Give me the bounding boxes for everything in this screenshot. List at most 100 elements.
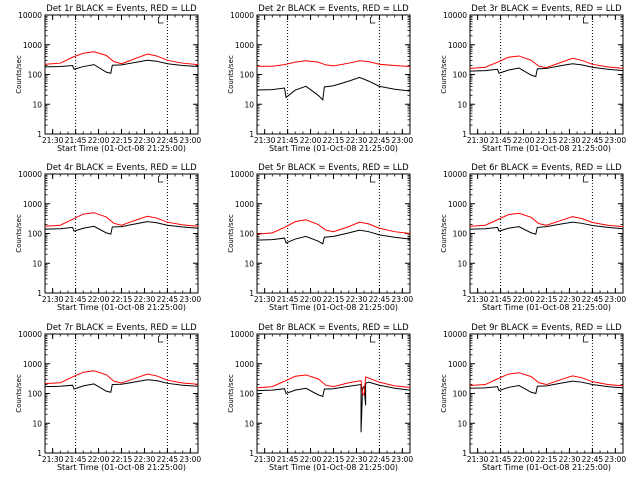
x-tick-label: 22:00	[513, 295, 535, 304]
x-tick-label: 21:30	[254, 295, 276, 304]
x-tick-label: 22:15	[323, 136, 345, 145]
series-line-lld	[469, 372, 624, 387]
series-line-events	[44, 379, 199, 393]
x-tick-label: 22:00	[88, 455, 110, 464]
y-tick-label: 1	[249, 449, 254, 458]
x-tick-label: 22:45	[582, 455, 604, 464]
detector-panel-6: Det 6r BLACK = Events, RED = LLD 1 10 100 10…	[440, 163, 626, 312]
corner-marker	[583, 336, 589, 343]
x-tick-label: 22:00	[300, 295, 322, 304]
detector-panel-1: Det 1r BLACK = Events, RED = LLD 1 10 100 10…	[15, 4, 201, 153]
panel-title: Det 8r BLACK = Events, RED = LLD	[258, 323, 409, 333]
y-axis-label: Counts/sec	[15, 55, 23, 94]
series-line-events	[256, 76, 411, 101]
series-line-lld	[44, 51, 199, 66]
y-tick-label: 10	[244, 419, 254, 428]
x-axis-label: Start Time (01-Oct-08 21:25:00)	[482, 463, 611, 472]
y-axis: 1 10 100 1000 10000	[443, 170, 623, 298]
x-tick-label: 23:00	[605, 136, 627, 145]
y-axis: 1 10 100 1000 10000	[230, 11, 410, 139]
y-tick-label: 1	[37, 130, 42, 139]
plot-frame	[44, 14, 199, 135]
plot-frame	[469, 333, 624, 454]
y-tick-label: 10000	[443, 330, 467, 339]
detector-panel-8: Det 8r BLACK = Events, RED = LLD 1 10 100 10…	[227, 323, 413, 472]
series-line-lld	[469, 55, 624, 69]
y-tick-label: 10	[32, 100, 42, 109]
x-tick-label: 23:00	[605, 455, 627, 464]
y-tick-label: 10	[457, 100, 467, 109]
y-tick-label: 1000	[23, 360, 42, 369]
x-tick-label: 21:45	[490, 455, 512, 464]
y-tick-label: 1000	[235, 200, 254, 209]
y-tick-label: 1000	[235, 41, 254, 50]
x-tick-label: 22:15	[536, 136, 558, 145]
plot-frame	[469, 14, 624, 135]
series-line-lld	[469, 212, 624, 228]
y-axis-label: Counts/sec	[15, 374, 23, 413]
y-tick-label: 10	[244, 259, 254, 268]
y-tick-label: 10000	[230, 330, 254, 339]
panel-title: Det 1r BLACK = Events, RED = LLD	[46, 4, 197, 14]
panel-title: Det 3r BLACK = Events, RED = LLD	[471, 4, 622, 14]
corner-marker	[583, 176, 589, 183]
y-tick-label: 100	[28, 390, 43, 399]
x-axis-label: Start Time (01-Oct-08 21:25:00)	[482, 144, 611, 153]
panel-title: Det 7r BLACK = Events, RED = LLD	[46, 323, 197, 333]
x-tick-label: 23:00	[180, 455, 202, 464]
x-tick-label: 21:45	[277, 295, 299, 304]
corner-marker	[583, 17, 589, 24]
y-axis: 1 10 100 1000 10000	[18, 170, 198, 298]
y-tick-label: 1000	[23, 200, 42, 209]
y-tick-label: 10000	[230, 170, 254, 179]
x-tick-label: 22:45	[369, 295, 391, 304]
x-tick-label: 22:45	[369, 455, 391, 464]
y-axis-label: Counts/sec	[227, 374, 235, 413]
y-tick-label: 1000	[448, 360, 467, 369]
corner-marker	[370, 176, 376, 183]
y-axis-label: Counts/sec	[227, 214, 235, 253]
plot-frame	[256, 14, 411, 135]
corner-marker	[158, 17, 164, 24]
x-axis: 21:30 21:45 22:00 22:15 22:30 22:45 23:00	[467, 174, 626, 304]
series-line-events	[256, 381, 411, 433]
y-axis-label: Counts/sec	[440, 374, 448, 413]
x-tick-label: 23:00	[392, 295, 414, 304]
panel-title: Det 5r BLACK = Events, RED = LLD	[258, 163, 409, 173]
x-axis: 21:30 21:45 22:00 22:15 22:30 22:45 23:00	[467, 15, 627, 145]
x-tick-label: 21:30	[42, 455, 64, 464]
x-tick-label: 22:00	[300, 136, 322, 145]
x-tick-label: 22:15	[323, 295, 345, 304]
plot-frame	[469, 173, 624, 294]
plot-frame	[44, 173, 199, 294]
y-tick-label: 100	[453, 71, 468, 80]
x-tick-label: 22:15	[323, 455, 345, 464]
x-tick-label: 22:15	[536, 455, 558, 464]
panel-title: Det 6r BLACK = Events, RED = LLD	[471, 163, 622, 173]
detector-panel-9: Det 9r BLACK = Events, RED = LLD 1 10 100 10…	[440, 323, 626, 472]
y-tick-label: 1000	[448, 41, 467, 50]
series-line-lld	[44, 212, 199, 227]
y-tick-label: 1000	[448, 200, 467, 209]
series-line-lld	[256, 219, 411, 235]
x-tick-label: 22:30	[559, 295, 581, 304]
y-tick-label: 100	[240, 230, 255, 239]
detector-panel-5: Det 5r BLACK = Events, RED = LLD 1 10 100 10…	[227, 163, 413, 312]
y-axis: 1 10 100 1000 10000	[230, 170, 410, 298]
x-tick-label: 23:00	[180, 136, 202, 145]
x-tick-label: 22:30	[134, 136, 156, 145]
detector-panel-2: Det 2r BLACK = Events, RED = LLD 1 10 100 10…	[227, 4, 413, 153]
corner-marker	[158, 336, 164, 343]
x-tick-label: 22:45	[157, 295, 179, 304]
y-tick-label: 1	[462, 289, 467, 298]
x-axis: 21:30 21:45 22:00 22:15 22:30 22:45 23:00	[42, 334, 202, 464]
y-tick-label: 10	[32, 419, 42, 428]
series-line-events	[469, 380, 624, 395]
x-tick-label: 22:30	[134, 295, 156, 304]
x-tick-label: 22:30	[134, 455, 156, 464]
x-axis-label: Start Time (01-Oct-08 21:25:00)	[269, 303, 398, 312]
corner-marker	[158, 176, 164, 183]
x-tick-label: 22:15	[111, 455, 133, 464]
x-tick-label: 22:00	[88, 136, 110, 145]
plot-frame	[44, 333, 199, 454]
